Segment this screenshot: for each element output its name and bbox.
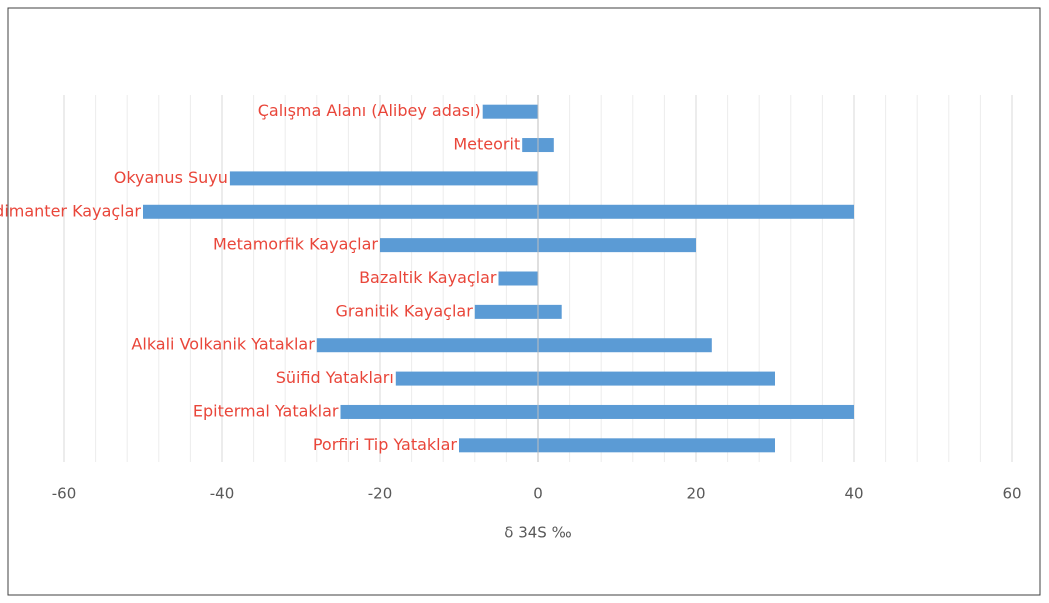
x-tick-label: 20: [686, 485, 705, 503]
bar: [474, 304, 562, 319]
category-label: Metamorfik Kayaçlar: [213, 235, 378, 254]
x-tick-label: -60: [52, 485, 77, 503]
x-tick-label: -40: [210, 485, 235, 503]
category-label: Granitik Kayaçlar: [335, 301, 473, 320]
category-label: Okyanus Suyu: [114, 168, 228, 187]
x-tick-label: 0: [533, 485, 543, 503]
bar: [459, 438, 775, 453]
x-axis-label: δ 34S ‰: [504, 524, 571, 542]
category-label: Süifid Yatakları: [276, 368, 394, 387]
x-tick-label: -20: [368, 485, 393, 503]
bar: [143, 204, 854, 219]
bar: [316, 338, 712, 353]
x-tick-label: 60: [1002, 485, 1021, 503]
bar: [498, 271, 538, 286]
category-label: Bazaltik Kayaçlar: [359, 268, 497, 287]
x-tick-label: 40: [844, 485, 863, 503]
category-label: Epitermal Yataklar: [193, 401, 339, 420]
category-label: Porfiri Tip Yataklar: [313, 435, 458, 454]
category-label: Sedimanter Kayaçlar: [0, 201, 141, 220]
bar: [229, 171, 538, 186]
category-label: Alkali Volkanik Yataklar: [131, 335, 315, 354]
bar: [395, 371, 775, 386]
bar: [340, 404, 854, 419]
category-label: Çalışma Alanı (Alibey adası): [258, 101, 481, 120]
category-label: Meteorit: [453, 135, 520, 154]
bar: [482, 104, 538, 119]
